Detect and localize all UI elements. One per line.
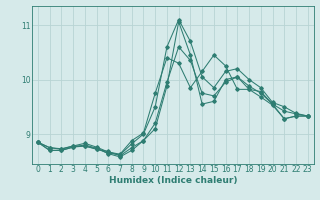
X-axis label: Humidex (Indice chaleur): Humidex (Indice chaleur) (108, 176, 237, 185)
